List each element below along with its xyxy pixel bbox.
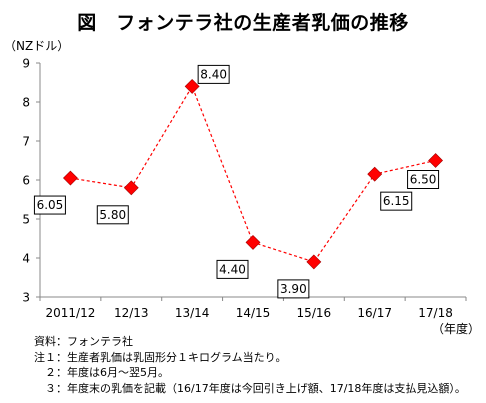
data-point-marker	[63, 170, 78, 186]
data-label-box	[380, 191, 413, 211]
y-tick-label: 6	[22, 174, 30, 188]
data-point-marker	[306, 254, 322, 270]
data-label-box	[216, 259, 249, 279]
data-label-text: 6.50	[410, 173, 437, 187]
data-label: 8.40	[197, 64, 230, 84]
data-label-text: 6.05	[37, 198, 64, 212]
y-tick-label: 7	[22, 135, 30, 149]
data-label: 4.40	[216, 259, 249, 279]
source-note: 資料：フォンテラ社	[34, 335, 133, 348]
data-label-box	[407, 170, 440, 189]
data-label: 6.50	[407, 170, 440, 189]
y-tick-label: 3	[22, 291, 30, 305]
data-label-text: 8.40	[200, 67, 227, 81]
x-tick-label: 16/17	[357, 306, 392, 320]
y-tick-label: 5	[22, 213, 30, 227]
data-label-text: 4.40	[219, 262, 246, 276]
chart-axes: 3 4 5 6 7 8 9 （NZドル） 2011/12 12/13 13/14 14/15 15/16…	[4, 39, 480, 336]
note-2: ２：年度は6月～翌5月。	[34, 366, 169, 379]
x-tick-label: 13/14	[175, 306, 210, 320]
data-label-box	[277, 279, 310, 299]
data-label-text: 6.15	[383, 194, 410, 208]
y-tick-label: 4	[22, 252, 30, 266]
series-markers	[63, 78, 443, 270]
data-label-box	[96, 205, 129, 225]
data-label: 6.15	[380, 191, 413, 211]
note-1: 注１：生産者乳価は乳固形分１キログラム当たり。	[34, 350, 287, 364]
data-label: 6.05	[33, 195, 66, 215]
data-label: 5.80	[96, 205, 129, 225]
data-label-box	[33, 195, 66, 215]
x-tick-label: 14/15	[236, 306, 271, 320]
data-label-text: 3.90	[280, 282, 307, 296]
x-tick-label: 17/18	[418, 306, 453, 320]
chart-notes: 資料：フォンテラ社 注１：生産者乳価は乳固形分１キログラム当たり。 ２：年度は6…	[34, 334, 466, 396]
data-point-marker	[123, 180, 139, 196]
y-tick-label: 8	[22, 96, 30, 110]
x-unit-label: （年度）	[432, 321, 480, 336]
x-tick-label: 2011/12	[45, 306, 95, 320]
note-3: ３：年度末の乳価を記載（16/17年度は今回引き上げ額、17/18年度は支払見込…	[34, 381, 466, 395]
y-unit-label: （NZドル）	[4, 39, 69, 53]
chart-title: 図 フォンテラ社の生産者乳価の推移	[77, 12, 409, 34]
data-point-marker	[245, 234, 261, 250]
data-point-marker	[367, 166, 383, 182]
x-tick-label: 12/13	[114, 306, 149, 320]
data-labels: 6.05 5.80 8.40 4.40 3.90 6.156.50	[33, 64, 440, 299]
data-point-marker	[428, 153, 443, 168]
data-label: 3.90	[277, 279, 310, 299]
y-tick-label: 9	[22, 57, 30, 71]
data-label-box	[197, 64, 230, 84]
data-label-text: 5.80	[99, 208, 126, 222]
data-point-marker	[184, 78, 200, 94]
x-tick-label: 15/16	[297, 306, 332, 320]
